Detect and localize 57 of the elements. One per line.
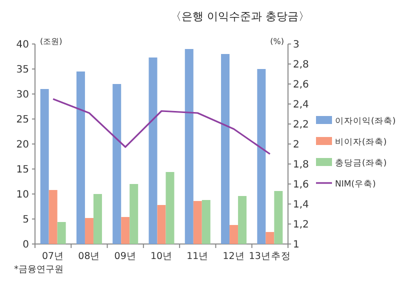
- bar: [93, 194, 102, 244]
- bar: [157, 205, 166, 244]
- y2-tick-label: 1,2: [293, 220, 309, 230]
- x-tick-label: 12년: [222, 251, 245, 262]
- bar: [274, 191, 283, 244]
- y2-tick-label: 2,8: [293, 60, 309, 70]
- y-tick-label: 40: [16, 40, 29, 50]
- bar: [257, 69, 266, 244]
- x-tick-label: 08년: [78, 251, 100, 262]
- y-tick-label: 0: [22, 240, 29, 250]
- x-tick-label: 13년추정: [248, 251, 291, 262]
- bar: [221, 54, 230, 244]
- bar: [112, 84, 122, 244]
- y-tick-label: 35: [16, 64, 29, 76]
- legend-label: NIM(우축): [335, 180, 376, 190]
- x-tick-label: 09년: [114, 251, 136, 262]
- x-tick-label: 07년: [42, 251, 64, 262]
- bar: [202, 200, 210, 244]
- y2-tick-label: 1,8: [293, 160, 309, 170]
- y-tick-label: 15: [16, 164, 29, 176]
- y-tick-label: 25: [16, 114, 29, 126]
- y2-tick-label: 2: [293, 140, 300, 150]
- y-tick-label: 5: [22, 214, 29, 226]
- bar: [148, 58, 158, 244]
- x-tick-label: 10년: [150, 251, 173, 262]
- bar: [57, 222, 66, 244]
- bar: [130, 184, 138, 244]
- bar: [266, 232, 274, 244]
- bar: [84, 218, 94, 244]
- bar: [121, 217, 130, 244]
- bar: [48, 190, 58, 244]
- y2-tick-label: 1,6: [293, 180, 309, 190]
- y-tick-label: 20: [16, 140, 29, 150]
- y-tick-label: 30: [16, 90, 29, 100]
- y-tick-label: 10: [16, 190, 29, 200]
- y2-tick-label: 2,6: [293, 80, 309, 90]
- bar: [166, 172, 174, 244]
- y2-tick-label: 2,2: [293, 120, 309, 130]
- legend-label: 비이자(좌축): [335, 138, 387, 148]
- bar: [40, 89, 49, 244]
- bar: [76, 72, 85, 244]
- bar: [230, 225, 238, 244]
- y-axis-title: (조원): [40, 37, 62, 46]
- bar: [184, 49, 194, 244]
- title: 〈은행 이익수준과 충당금〉: [170, 10, 310, 23]
- y2-tick-label: 3: [293, 40, 300, 50]
- legend-label: 이자이익(좌축): [335, 116, 396, 126]
- x-tick-label: 11년: [186, 251, 209, 262]
- y2-tick-label: 2,4: [293, 100, 309, 110]
- legend-label: 충당금(좌축): [335, 158, 387, 168]
- bar: [238, 196, 247, 244]
- y2-axis-title: (%): [270, 37, 284, 46]
- y2-tick-label: 1: [293, 240, 300, 250]
- y2-tick-label: 1,4: [293, 200, 309, 210]
- line-series: [52, 98, 271, 155]
- bar: [193, 201, 202, 244]
- text: *금융연구원: [14, 265, 64, 275]
